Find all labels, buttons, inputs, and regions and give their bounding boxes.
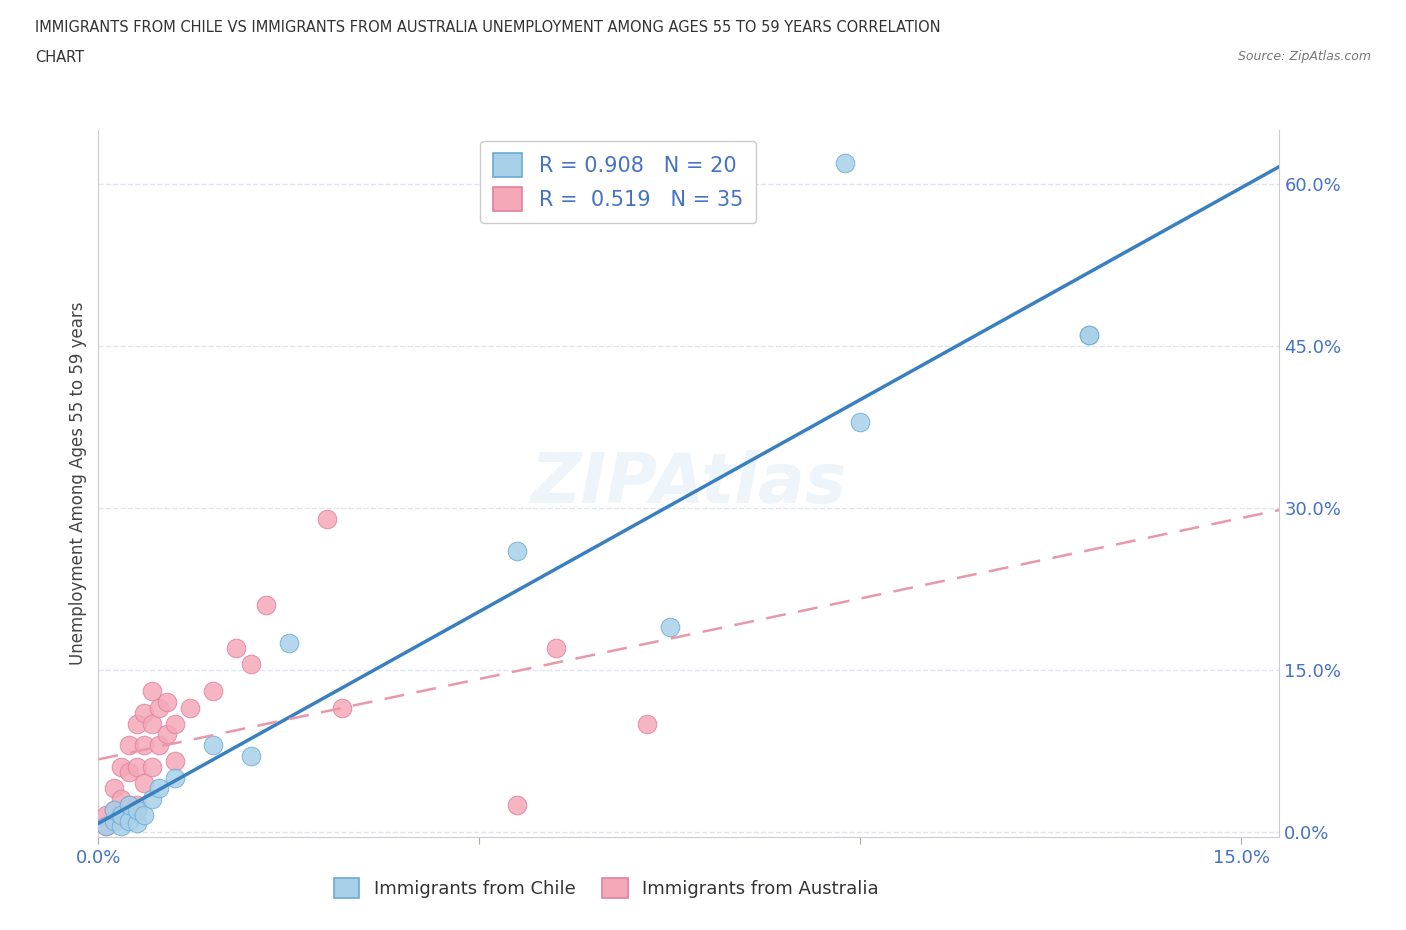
Point xyxy=(225,641,247,656)
Point xyxy=(94,818,117,833)
Point xyxy=(103,803,125,817)
Point xyxy=(141,684,163,698)
Point xyxy=(658,619,681,634)
Point xyxy=(125,797,148,812)
Point xyxy=(103,814,125,829)
Point xyxy=(636,716,658,731)
Point xyxy=(118,797,141,812)
Point xyxy=(110,808,132,823)
Point xyxy=(201,737,224,752)
Point xyxy=(544,641,567,656)
Point xyxy=(330,700,353,715)
Point xyxy=(134,737,156,752)
Text: IMMIGRANTS FROM CHILE VS IMMIGRANTS FROM AUSTRALIA UNEMPLOYMENT AMONG AGES 55 TO: IMMIGRANTS FROM CHILE VS IMMIGRANTS FROM… xyxy=(35,20,941,35)
Point xyxy=(125,816,148,830)
Point xyxy=(118,737,141,752)
Point xyxy=(125,716,148,731)
Point xyxy=(148,737,170,752)
Text: ZIPAtlas: ZIPAtlas xyxy=(531,450,846,517)
Point xyxy=(201,684,224,698)
Point xyxy=(163,754,186,769)
Point xyxy=(134,776,156,790)
Point xyxy=(125,760,148,775)
Point xyxy=(239,749,262,764)
Legend: Immigrants from Chile, Immigrants from Australia: Immigrants from Chile, Immigrants from A… xyxy=(326,870,886,906)
Point xyxy=(110,760,132,775)
Point xyxy=(163,716,186,731)
Point xyxy=(134,808,156,823)
Point xyxy=(849,414,872,429)
Point xyxy=(1078,327,1101,342)
Point xyxy=(94,818,117,833)
Point xyxy=(118,814,141,829)
Point xyxy=(141,791,163,806)
Point xyxy=(141,716,163,731)
Point xyxy=(103,781,125,796)
Point xyxy=(118,797,141,812)
Point xyxy=(110,808,132,823)
Point xyxy=(103,803,125,817)
Point xyxy=(834,155,856,170)
Point xyxy=(163,770,186,785)
Point xyxy=(1078,327,1101,342)
Point xyxy=(239,657,262,671)
Text: Source: ZipAtlas.com: Source: ZipAtlas.com xyxy=(1237,50,1371,63)
Point xyxy=(141,760,163,775)
Point xyxy=(277,635,299,650)
Point xyxy=(103,814,125,829)
Point xyxy=(94,808,117,823)
Text: CHART: CHART xyxy=(35,50,84,65)
Point xyxy=(506,797,529,812)
Y-axis label: Unemployment Among Ages 55 to 59 years: Unemployment Among Ages 55 to 59 years xyxy=(69,302,87,665)
Point xyxy=(254,598,277,613)
Point xyxy=(506,544,529,559)
Point xyxy=(156,695,179,710)
Point xyxy=(110,791,132,806)
Point xyxy=(118,764,141,779)
Point xyxy=(148,781,170,796)
Point xyxy=(125,803,148,817)
Point xyxy=(134,706,156,721)
Point xyxy=(316,512,339,526)
Point xyxy=(110,818,132,833)
Point xyxy=(148,700,170,715)
Point xyxy=(179,700,201,715)
Point xyxy=(156,727,179,742)
